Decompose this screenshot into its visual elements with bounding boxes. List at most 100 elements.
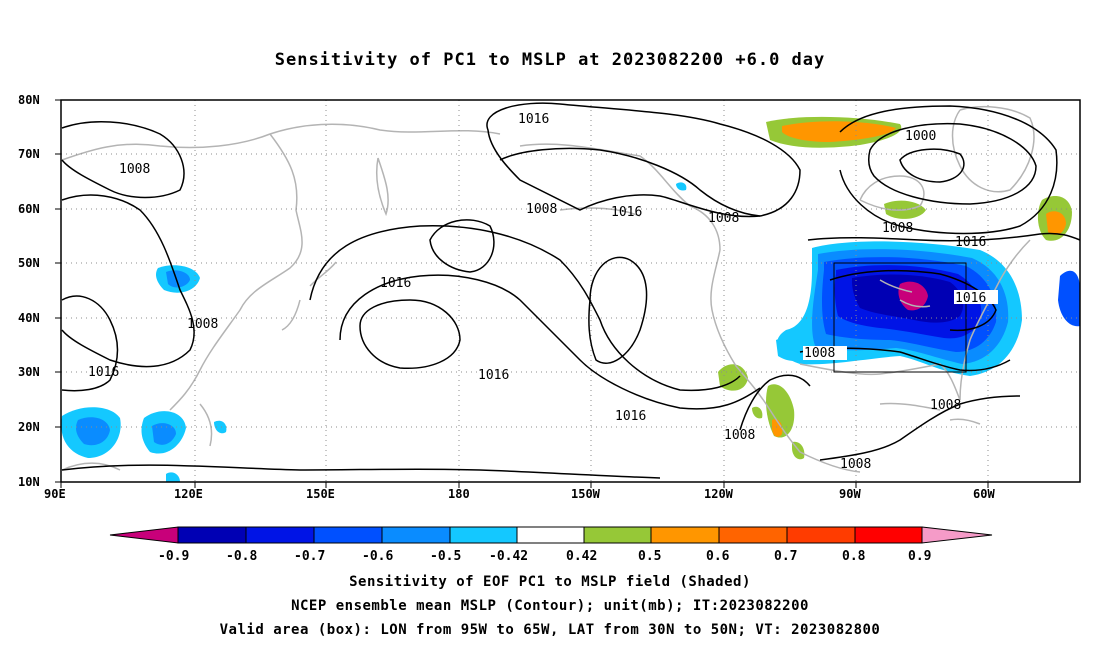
lon-tick-label: 150E	[306, 487, 335, 501]
colorbar-seg-10	[786, 526, 856, 544]
colorbar-seg-0	[109, 526, 179, 544]
lon-tick-label: 120W	[704, 487, 734, 501]
contour-label: 1008	[930, 398, 961, 413]
contour-label: 1008	[724, 428, 755, 443]
contour-1016-north	[486, 102, 801, 218]
lon-tick-label: 60W	[973, 487, 995, 501]
colorbar-labels: -0.9 -0.8 -0.7 -0.6 -0.5 -0.42 0.42 0.5 …	[158, 549, 931, 564]
lon-tick-label: 120E	[174, 487, 203, 501]
coast-hudson	[859, 175, 925, 211]
contour-1016-pac-east	[588, 256, 648, 364]
lon-axis	[60, 482, 989, 488]
lat-tick-label: 50N	[18, 256, 40, 270]
lon-tick-label: 180	[448, 487, 470, 501]
lat-tick-label: 10N	[18, 475, 40, 489]
shade-orange-mexico	[772, 418, 783, 437]
contour-1008-atlantic	[839, 105, 1058, 235]
contour-label: 1008	[526, 202, 557, 217]
shading-layer	[61, 116, 1080, 482]
shade-lightblue-asia4	[214, 420, 227, 434]
caption-line-3: Valid area (box): LON from 95W to 65W, L…	[219, 622, 881, 638]
caption-line-2: NCEP ensemble mean MSLP (Contour); unit(…	[291, 598, 809, 614]
colorbar-seg-11	[854, 526, 923, 544]
lon-tick-label: 90W	[839, 487, 861, 501]
colorbar-seg-1	[177, 526, 247, 544]
contour-label: 1008	[804, 346, 835, 361]
figure-title: Sensitivity of PC1 to MSLP at 2023082200…	[274, 50, 826, 70]
colorbar-seg-6	[516, 526, 585, 544]
colorbar-label: -0.9	[158, 549, 189, 564]
map-frame	[60, 99, 1081, 483]
contour-1000-inner	[899, 148, 965, 183]
colorbar-seg-12	[921, 526, 993, 544]
contour-label: 1000	[905, 129, 936, 144]
contour-label: 1008	[882, 221, 913, 236]
contour-layer	[61, 102, 1081, 479]
lat-labels: 80N 70N 60N 50N 40N 30N 20N 10N	[18, 93, 40, 489]
colorbar-label: 0.5	[638, 549, 661, 564]
coast-caribbean	[879, 402, 981, 425]
contour-1016-pac-inner	[359, 299, 461, 369]
colorbar-label: -0.42	[489, 549, 528, 564]
contour-1008-mexico	[739, 374, 811, 431]
contour-1016-loop	[429, 219, 495, 273]
contour-label: 1016	[478, 368, 509, 383]
shade-blue-asia3	[166, 270, 190, 288]
shade-blue-edge	[1058, 270, 1080, 327]
colorbar-label: 0.9	[908, 549, 931, 564]
contour-1008-asia2	[61, 194, 195, 368]
shade-blue-asia2	[152, 423, 176, 445]
contour-label-layer: 1016 1008 1008 1016 1008 1016 1008 1000 …	[88, 112, 998, 472]
coast-asia-north	[61, 123, 501, 161]
shade-lightblue-asia5	[166, 472, 180, 482]
contour-label: 1016	[518, 112, 549, 127]
contour-1016-na2	[829, 269, 997, 332]
contour-1008-caribbean	[819, 395, 1021, 461]
contour-label: 1016	[955, 291, 986, 306]
colorbar-seg-5	[449, 526, 518, 544]
colorbar-label: 0.6	[706, 549, 730, 564]
contour-label: 1008	[119, 162, 150, 177]
contour-1016-pac-outer	[309, 225, 741, 392]
colorbar	[109, 526, 993, 544]
colorbar-label: -0.7	[294, 549, 325, 564]
shade-orange-atlantic	[1046, 211, 1066, 235]
shade-orange-greenland	[782, 121, 896, 142]
valid-area-box	[833, 262, 967, 373]
coast-alaska	[519, 143, 721, 251]
contour-1008-alaska	[499, 147, 761, 217]
contour-label: 1016	[615, 409, 646, 424]
contour-1008-south	[61, 464, 661, 479]
coast-se-asia	[61, 403, 213, 471]
coast-asia-east	[169, 133, 303, 411]
contour-1016-na	[807, 232, 1081, 242]
lon-labels: 90E 120E 150E 180 150W 120W 90W 60W	[44, 487, 995, 501]
lat-tick-label: 60N	[18, 202, 40, 216]
contour-label: 1016	[955, 235, 986, 250]
colorbar-seg-7	[583, 526, 652, 544]
coast-greenland	[951, 105, 1035, 193]
contour-label: 1016	[380, 276, 411, 291]
contour-1000-atlantic	[868, 122, 1037, 205]
coast-na-east	[959, 239, 1031, 401]
caption-line-1: Sensitivity of EOF PC1 to MSLP field (Sh…	[349, 574, 751, 590]
coast-great-lakes	[879, 279, 931, 308]
colorbar-seg-4	[381, 526, 451, 544]
colorbar-seg-3	[313, 526, 383, 544]
shade-lightblue-arctic	[676, 182, 687, 191]
coast-japan	[281, 261, 337, 331]
colorbar-label: 0.7	[774, 549, 797, 564]
colorbar-label: -0.6	[362, 549, 393, 564]
shade-blue-asia1	[76, 417, 110, 446]
lon-tick-label: 90E	[44, 487, 66, 501]
colorbar-seg-2	[245, 526, 315, 544]
lat-tick-label: 70N	[18, 147, 40, 161]
lat-tick-label: 40N	[18, 311, 40, 325]
contour-label: 1008	[187, 317, 218, 332]
contour-label: 1008	[708, 211, 739, 226]
lat-tick-label: 80N	[18, 93, 40, 107]
colorbar-label: -0.8	[226, 549, 257, 564]
contour-1016-pac-high	[339, 274, 761, 410]
shade-green-mexico4	[752, 406, 763, 419]
